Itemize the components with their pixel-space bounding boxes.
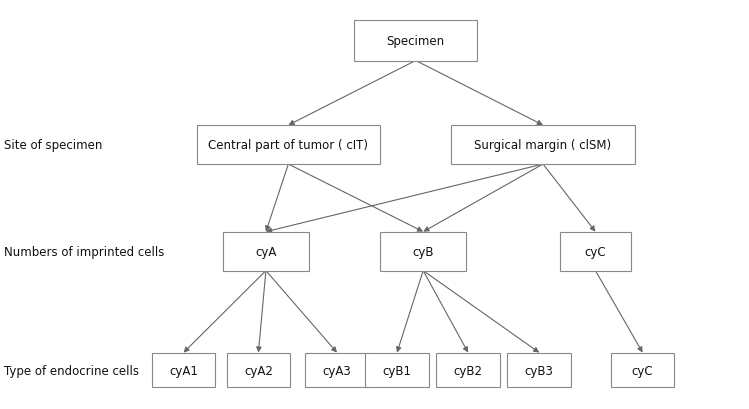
FancyBboxPatch shape — [223, 232, 309, 271]
FancyBboxPatch shape — [610, 353, 674, 388]
Text: Numbers of imprinted cells: Numbers of imprinted cells — [4, 245, 164, 258]
FancyBboxPatch shape — [196, 126, 380, 164]
Text: cyB1: cyB1 — [383, 364, 411, 377]
Text: cyC: cyC — [585, 245, 606, 258]
Text: cyB2: cyB2 — [454, 364, 482, 377]
Text: Specimen: Specimen — [386, 34, 445, 47]
Text: cyB: cyB — [413, 245, 434, 258]
Text: Type of endocrine cells: Type of endocrine cells — [4, 364, 139, 377]
FancyBboxPatch shape — [508, 353, 571, 388]
Text: cyA3: cyA3 — [323, 364, 351, 377]
FancyBboxPatch shape — [306, 353, 369, 388]
FancyBboxPatch shape — [366, 353, 428, 388]
Text: cyA1: cyA1 — [169, 364, 198, 377]
FancyBboxPatch shape — [380, 232, 466, 271]
Text: cyB3: cyB3 — [525, 364, 554, 377]
FancyBboxPatch shape — [451, 126, 635, 164]
FancyBboxPatch shape — [354, 20, 478, 61]
Text: Site of specimen: Site of specimen — [4, 139, 102, 152]
Text: Central part of tumor ( cIT): Central part of tumor ( cIT) — [208, 139, 369, 152]
Text: cyC: cyC — [632, 364, 653, 377]
FancyBboxPatch shape — [226, 353, 291, 388]
Text: cyA2: cyA2 — [244, 364, 273, 377]
Text: Surgical margin ( clSM): Surgical margin ( clSM) — [474, 139, 612, 152]
FancyBboxPatch shape — [560, 232, 631, 271]
Text: cyA: cyA — [255, 245, 276, 258]
FancyBboxPatch shape — [436, 353, 500, 388]
FancyBboxPatch shape — [151, 353, 216, 388]
